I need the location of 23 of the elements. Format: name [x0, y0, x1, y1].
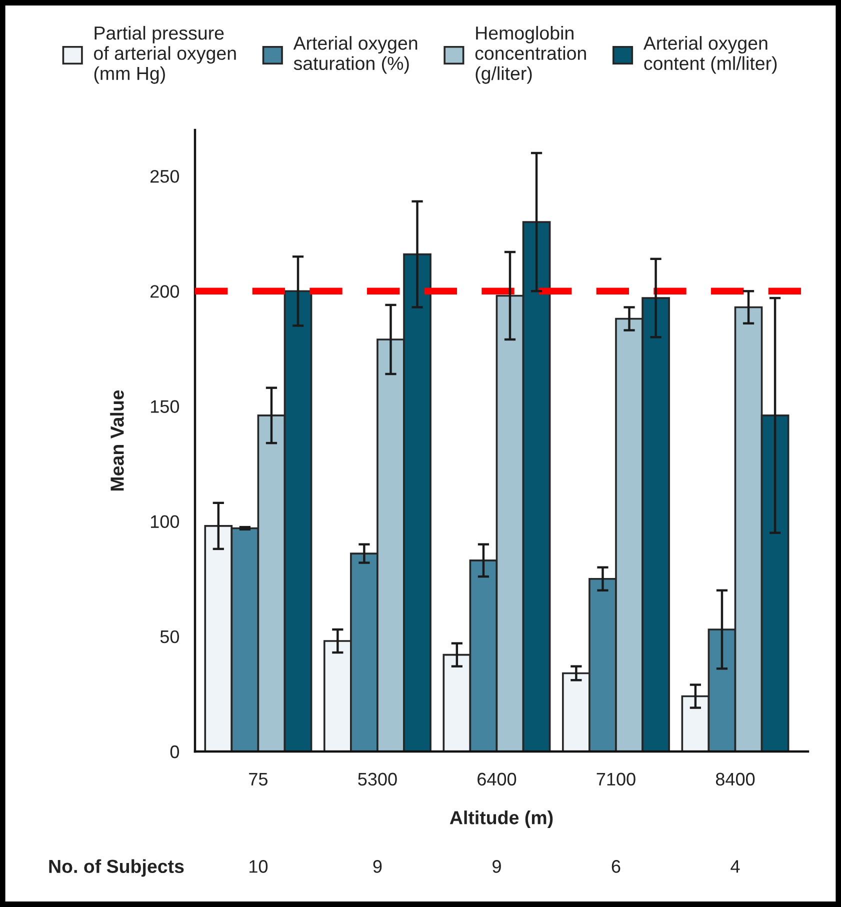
legend-label: Arterial oxygen saturation (%) [293, 36, 418, 74]
legend-label: Hemoglobin concentration (g/liter) [475, 26, 586, 84]
text: 9 [373, 860, 382, 873]
y-tick-label: 250 [150, 170, 180, 183]
y-axis-title: Mean Value [110, 390, 124, 491]
text: 6 [612, 860, 620, 873]
text: 9 [492, 860, 501, 873]
x-tick-label: 75 [249, 772, 268, 786]
x-tick-label: 7100 [596, 772, 636, 786]
y-tick-label: 100 [150, 515, 180, 528]
text: 4 [730, 860, 740, 873]
text: No. of Subjects [49, 859, 184, 877]
x-tick-label: 6400 [478, 772, 516, 786]
legend-label: Partial pressure of arterial oxygen (mm Hg) [94, 26, 236, 84]
y-tick-label: 50 [160, 630, 180, 644]
x-tick-label: 5300 [358, 772, 397, 786]
y-tick-label: 200 [150, 285, 180, 298]
x-axis-title: Altitude (m) [450, 810, 553, 828]
text: 10 [250, 860, 268, 873]
legend-label: Arterial oxygen content (ml/liter) [643, 36, 777, 74]
x-tick-label: 8400 [716, 772, 755, 786]
y-tick-label: 0 [170, 745, 180, 758]
y-tick-label: 150 [150, 400, 180, 413]
